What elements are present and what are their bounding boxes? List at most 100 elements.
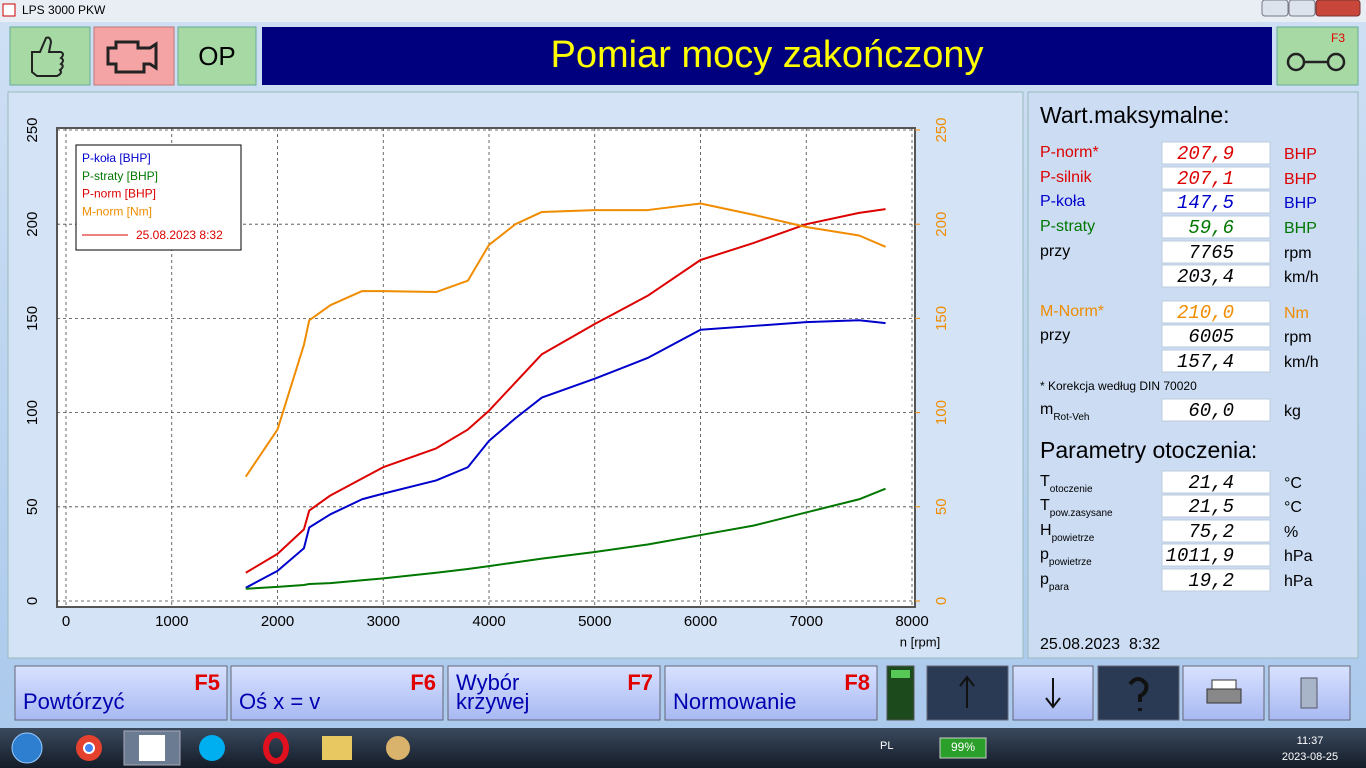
row-value: 19,2 (1188, 570, 1234, 592)
minimize-button[interactable] (1261, 0, 1289, 17)
row-value: 6005 (1188, 326, 1234, 348)
y-tick-label: 250 (24, 117, 41, 142)
down-icon (1045, 678, 1061, 709)
function-key[interactable] (447, 665, 661, 721)
row-label: mRot-Veh (1040, 401, 1089, 422)
row-unit: BHP (1284, 171, 1317, 188)
value-box (1161, 300, 1271, 324)
explorer-icon[interactable] (322, 736, 352, 760)
function-key[interactable] (664, 665, 878, 721)
row-label: Totoczenie (1040, 473, 1093, 494)
row-label: M-Norm* (1040, 303, 1104, 320)
section-title: Parametry otoczenia: (1040, 437, 1257, 463)
y2-tick-label: 0 (933, 597, 950, 605)
function-key-code: F5 (194, 670, 220, 695)
row-unit: rpm (1284, 329, 1312, 346)
legend-date: 25.08.2023 8:32 (136, 228, 223, 242)
print-icon (1206, 688, 1242, 704)
value-box (1161, 543, 1271, 567)
row-value: 7765 (1188, 242, 1234, 264)
note: * Korekcja według DIN 70020 (1040, 379, 1197, 393)
series-line (245, 487, 886, 590)
row-label-main: T (1040, 473, 1050, 490)
row-value: 157,4 (1177, 351, 1234, 373)
y-tick-label: 100 (24, 400, 41, 425)
title-bar (0, 0, 1366, 22)
value-box (1161, 240, 1271, 264)
battery[interactable] (939, 737, 987, 759)
function-key-code: F7 (627, 670, 653, 695)
function-key-label: Oś x = v (239, 689, 320, 714)
row-label: ppowietrze (1040, 546, 1092, 567)
x-tick-label: 0 (62, 613, 70, 630)
row-label-sub: powietrze (1052, 533, 1095, 544)
window-title: LPS 3000 PKW (22, 3, 106, 17)
row-label-main: p (1040, 546, 1049, 563)
x-tick-label: 4000 (472, 613, 505, 630)
value-box (1161, 349, 1271, 373)
row-label: ppara (1040, 571, 1069, 592)
function-key[interactable] (230, 665, 444, 721)
thumb-icon (31, 36, 64, 77)
row-label-main: m (1040, 401, 1053, 418)
engine-button[interactable] (93, 26, 175, 86)
lps-icon (139, 735, 165, 761)
clock-date[interactable]: 2023-08-25 (1282, 751, 1338, 763)
x-tick-label: 1000 (155, 613, 188, 630)
row-unit: hPa (1284, 573, 1313, 590)
timestamp: 25.08.2023 8:32 (1040, 636, 1160, 653)
row-unit: km/h (1284, 354, 1319, 371)
app-icon (2, 3, 16, 17)
y-tick-label: 150 (24, 306, 41, 331)
row-label: Tpow.zasysane (1040, 497, 1113, 518)
row-value: 60,0 (1188, 400, 1234, 422)
row-label-main: T (1040, 497, 1050, 514)
row-value: 203,4 (1177, 266, 1234, 288)
help-button[interactable] (1097, 665, 1180, 721)
series-line (245, 208, 886, 574)
help-icon (1128, 677, 1149, 711)
row-label: P-straty (1040, 218, 1095, 235)
value-box (1161, 215, 1271, 239)
x-tick-label: 7000 (790, 613, 823, 630)
row-unit: BHP (1284, 146, 1317, 163)
value-box (1161, 398, 1271, 422)
clock-time[interactable]: 11:37 (1297, 735, 1324, 747)
row-label: przy (1040, 243, 1070, 260)
paint-icon[interactable] (386, 736, 410, 760)
chart: 0 1000 2000 3000 4000 5000 6000 7000 80000501001… (24, 117, 950, 649)
row-unit: °C (1284, 499, 1302, 516)
value-box (1161, 324, 1271, 348)
row-unit: kg (1284, 403, 1301, 420)
row-value: 147,5 (1177, 192, 1234, 214)
row-value: 207,1 (1177, 168, 1234, 190)
row-label-sub: pow.zasysane (1050, 508, 1113, 519)
function-key-label: Powtórzyć (23, 689, 124, 714)
close-button[interactable] (1315, 0, 1361, 17)
maximize-button[interactable] (1288, 0, 1316, 17)
f3-button[interactable] (1276, 26, 1359, 86)
x-tick-label: 3000 (367, 613, 400, 630)
start-button[interactable] (11, 732, 43, 764)
row-value: 21,4 (1188, 472, 1234, 494)
op-button[interactable] (177, 26, 257, 86)
y2-tick-label: 200 (933, 212, 950, 237)
value-box (1161, 166, 1271, 190)
row-unit: rpm (1284, 245, 1312, 262)
y-tick-label: 0 (24, 597, 41, 605)
opera-icon[interactable] (263, 732, 289, 764)
row-value: 1011,9 (1166, 545, 1234, 567)
function-key-label: krzywej (456, 689, 529, 714)
skype-icon[interactable] (199, 735, 225, 761)
section-title: Wart.maksymalne: (1040, 102, 1230, 128)
function-key[interactable] (14, 665, 228, 721)
battery-level: 99% (951, 740, 975, 754)
value-box (1161, 190, 1271, 214)
x-tick-label: 8000 (895, 613, 928, 630)
legend-entry: P-norm [BHP] (82, 187, 156, 201)
series-line (245, 319, 886, 589)
function-key-label: Wybór (456, 670, 519, 695)
x-axis-label: n [rpm] (900, 634, 940, 649)
language[interactable]: PL (880, 740, 893, 752)
